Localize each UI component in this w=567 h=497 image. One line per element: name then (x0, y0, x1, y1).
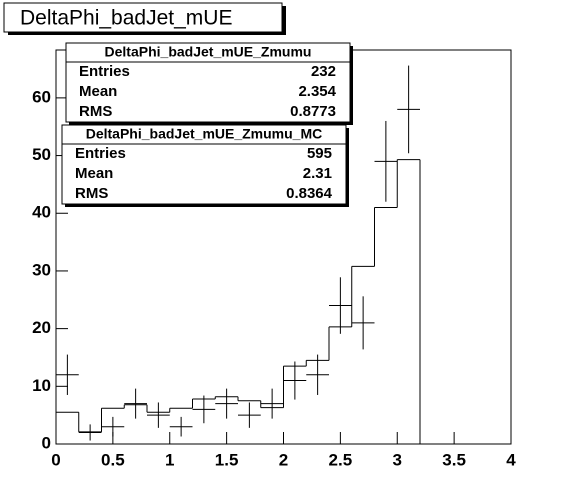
y-tick-label: 60 (32, 87, 51, 106)
title-box (3, 2, 283, 33)
x-tick-label: 4 (506, 450, 516, 469)
stats-value: 0.8364 (286, 185, 333, 202)
x-tick-label: 2.5 (329, 450, 353, 469)
stats-label: Mean (75, 165, 113, 182)
y-tick-label: 0 (42, 433, 51, 452)
stats-box (61, 124, 347, 205)
stats-label: RMS (79, 103, 112, 120)
x-tick-label: 3.5 (442, 450, 466, 469)
stats-value: 595 (307, 145, 332, 162)
x-tick-label: 1 (165, 450, 174, 469)
x-tick-label: 2 (279, 450, 288, 469)
stats-label: Entries (75, 145, 126, 162)
x-tick-label: 0.5 (101, 450, 125, 469)
y-tick-label: 40 (32, 203, 51, 222)
x-tick-label: 1.5 (215, 450, 239, 469)
stats-value: 2.31 (303, 165, 332, 182)
chart-title: DeltaPhi_badJet_mUE (20, 7, 232, 30)
stats-label: Entries (79, 63, 130, 80)
stats-value: 2.354 (298, 83, 336, 100)
y-tick-label: 20 (32, 318, 51, 337)
x-tick-label: 0 (51, 450, 60, 469)
y-tick-label: 30 (32, 260, 51, 279)
stats-label: RMS (75, 185, 108, 202)
stats-value: 0.8773 (290, 103, 336, 120)
stats-title: DeltaPhi_badJet_mUE_Zmumu_MC (86, 126, 323, 142)
stats-label: Mean (79, 83, 117, 100)
stats-title: DeltaPhi_badJet_mUE_Zmumu (105, 44, 312, 60)
x-tick-label: 3 (393, 450, 402, 469)
stats-value: 232 (311, 63, 336, 80)
y-tick-label: 10 (32, 376, 51, 395)
y-tick-label: 50 (32, 145, 51, 164)
stats-box (65, 42, 351, 123)
